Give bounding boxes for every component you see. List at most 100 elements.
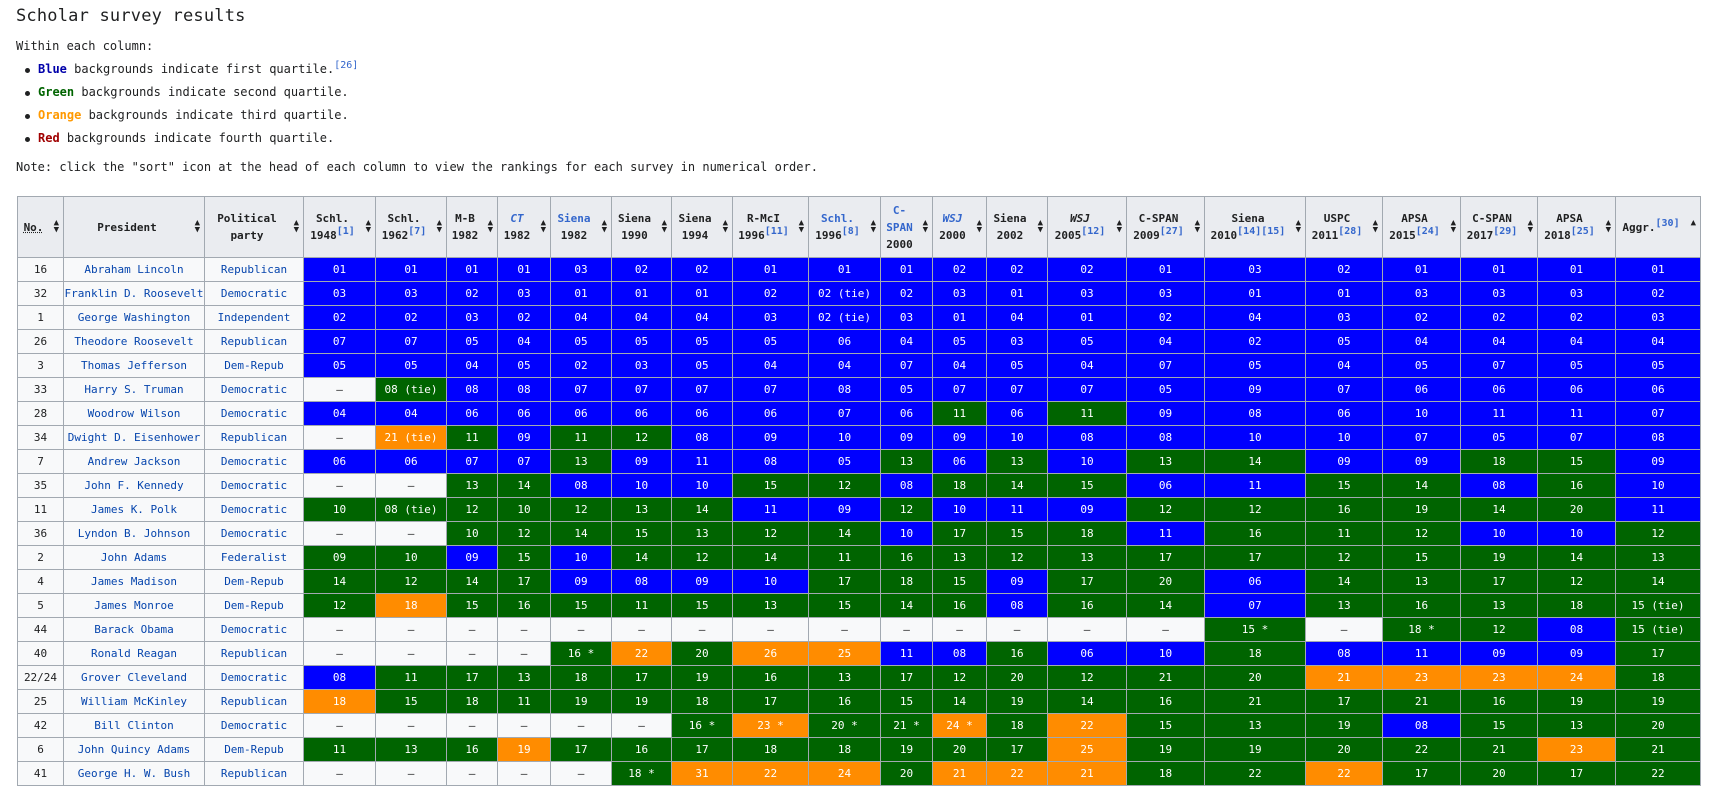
president-name-link[interactable]: Ronald Reagan [63, 641, 205, 666]
column-header[interactable]: WSJ 2000 ▲ ▼ [932, 196, 987, 258]
column-header[interactable]: C-SPAN 2009[27] ▲ ▼ [1126, 196, 1205, 258]
president-name-link[interactable]: Dwight D. Eisenhower [63, 425, 205, 450]
president-name-link[interactable]: Harry S. Truman [63, 377, 205, 402]
column-header[interactable]: Political party ▲ ▼ [204, 196, 304, 258]
sort-icon[interactable]: ▲ ▼ [487, 218, 493, 235]
column-header[interactable]: CT 1982 ▲ ▼ [497, 196, 551, 258]
citation-link[interactable]: [1] [336, 226, 355, 237]
sort-icon[interactable]: ▲ ▼ [661, 218, 667, 235]
party-link[interactable]: Republican [204, 257, 304, 282]
column-header[interactable]: APSA 2018[25] ▲ ▼ [1537, 196, 1616, 258]
sort-icon[interactable]: ▲ ▼ [1605, 218, 1611, 235]
column-header[interactable]: Siena 2002 ▲ ▼ [986, 196, 1048, 258]
column-header[interactable]: R-McI 1996[11] ▲ ▼ [732, 196, 809, 258]
sort-icon[interactable]: ▲ ▼ [1116, 218, 1122, 235]
president-name-link[interactable]: Theodore Roosevelt [63, 329, 205, 354]
column-header-title[interactable]: C-SPAN [886, 203, 913, 234]
president-name-link[interactable]: Thomas Jefferson [63, 353, 205, 378]
column-header[interactable]: C-SPAN 2000 ▲ ▼ [880, 196, 933, 258]
party-link[interactable]: Democratic [204, 665, 304, 690]
president-name-link[interactable]: Grover Cleveland [63, 665, 205, 690]
president-name-link[interactable]: James Monroe [63, 593, 205, 618]
party-link[interactable]: Republican [204, 329, 304, 354]
sort-icon[interactable]: ▲ ▼ [540, 218, 546, 235]
sort-icon[interactable]: ▲ ▼ [1194, 218, 1200, 235]
party-link[interactable]: Republican [204, 641, 304, 666]
party-link[interactable]: Democratic [204, 473, 304, 498]
column-header-title[interactable]: CT [510, 212, 524, 225]
column-header[interactable]: Siena 2010[14][15] ▲ ▼ [1204, 196, 1306, 258]
party-link[interactable]: Democratic [204, 713, 304, 738]
citation-link[interactable]: [30] [1655, 217, 1680, 229]
president-name-link[interactable]: George Washington [63, 305, 205, 330]
citation-link[interactable]: [29] [1493, 226, 1518, 237]
sort-icon[interactable]: ▲ ▼ [1295, 218, 1301, 235]
column-header[interactable]: WSJ 2005[12] ▲ ▼ [1047, 196, 1127, 258]
party-link[interactable]: Democratic [204, 617, 304, 642]
president-name-link[interactable]: James Madison [63, 569, 205, 594]
column-header[interactable]: Siena 1982 ▲ ▼ [550, 196, 612, 258]
president-name-link[interactable]: Woodrow Wilson [63, 401, 205, 426]
party-link[interactable]: Republican [204, 425, 304, 450]
citation-link[interactable]: [7] [408, 226, 427, 237]
sort-icon[interactable]: ▲ ▼ [601, 218, 607, 235]
president-name-link[interactable]: Barack Obama [63, 617, 205, 642]
president-name-link[interactable]: Franklin D. Roosevelt [63, 281, 205, 306]
party-link[interactable]: Democratic [204, 449, 304, 474]
president-name-link[interactable]: Lyndon B. Johnson [63, 521, 205, 546]
sort-icon[interactable]: ▲ ▼ [1450, 218, 1456, 235]
party-link[interactable]: Democratic [204, 281, 304, 306]
party-link[interactable]: Democratic [204, 377, 304, 402]
sort-icon[interactable]: ▲ ▼ [436, 218, 442, 235]
president-name-link[interactable]: George H. W. Bush [63, 761, 205, 786]
citation-link[interactable]: [27] [1159, 226, 1184, 237]
party-link[interactable]: Dem-Repub [204, 353, 304, 378]
party-link[interactable]: Dem-Repub [204, 737, 304, 762]
sort-icon[interactable]: ▲ ▼ [976, 218, 982, 235]
column-header[interactable]: Schl. 1948[1] ▲ ▼ [303, 196, 376, 258]
column-header[interactable]: No. ▲ ▼ [17, 196, 64, 258]
sort-ascending-icon[interactable]: ▲ [1690, 218, 1696, 228]
citation-link[interactable]: [11] [764, 226, 789, 237]
president-name-link[interactable]: James K. Polk [63, 497, 205, 522]
president-name-link[interactable]: Bill Clinton [63, 713, 205, 738]
sort-icon[interactable]: ▲ ▼ [870, 218, 876, 235]
sort-icon[interactable]: ▲ ▼ [53, 218, 59, 235]
party-link[interactable]: Democratic [204, 497, 304, 522]
party-link[interactable]: Independent [204, 305, 304, 330]
party-link[interactable]: Republican [204, 761, 304, 786]
sort-icon[interactable]: ▲ ▼ [722, 218, 728, 235]
president-name-link[interactable]: Abraham Lincoln [63, 257, 205, 282]
citation-link[interactable]: [26] [334, 60, 359, 71]
column-header[interactable]: Schl. 1962[7] ▲ ▼ [375, 196, 447, 258]
citation-link[interactable]: [14][15] [1237, 226, 1286, 237]
sort-icon[interactable]: ▲ ▼ [798, 218, 804, 235]
president-name-link[interactable]: John Quincy Adams [63, 737, 205, 762]
column-header[interactable]: Schl. 1996[8] ▲ ▼ [808, 196, 881, 258]
citation-link[interactable]: [24] [1415, 226, 1440, 237]
sort-icon[interactable]: ▲ ▼ [194, 218, 200, 235]
column-header-title[interactable]: Siena [557, 212, 591, 225]
president-name-link[interactable]: John F. Kennedy [63, 473, 205, 498]
sort-icon[interactable]: ▲ ▼ [1372, 218, 1378, 235]
column-header-title[interactable]: WSJ [942, 212, 963, 225]
sort-icon[interactable]: ▲ ▼ [293, 218, 299, 235]
sort-icon[interactable]: ▲ ▼ [1527, 218, 1533, 235]
column-header-title[interactable]: Schl. [820, 212, 855, 225]
column-header[interactable]: Aggr.[30] ▲ [1615, 196, 1701, 258]
column-header[interactable]: APSA 2015[24] ▲ ▼ [1382, 196, 1461, 258]
sort-icon[interactable]: ▲ ▼ [1037, 218, 1043, 235]
president-name-link[interactable]: Andrew Jackson [63, 449, 205, 474]
column-header[interactable]: Siena 1990 ▲ ▼ [611, 196, 672, 258]
column-header[interactable]: USPC 2011[28] ▲ ▼ [1305, 196, 1383, 258]
citation-link[interactable]: [28] [1338, 226, 1363, 237]
party-link[interactable]: Republican [204, 689, 304, 714]
citation-link[interactable]: [8] [841, 226, 860, 237]
party-link[interactable]: Democratic [204, 521, 304, 546]
president-name-link[interactable]: John Adams [63, 545, 205, 570]
sort-icon[interactable]: ▲ ▼ [365, 218, 371, 235]
party-link[interactable]: Federalist [204, 545, 304, 570]
column-header[interactable]: M-B 1982 ▲ ▼ [446, 196, 498, 258]
party-link[interactable]: Democratic [204, 401, 304, 426]
party-link[interactable]: Dem-Repub [204, 593, 304, 618]
